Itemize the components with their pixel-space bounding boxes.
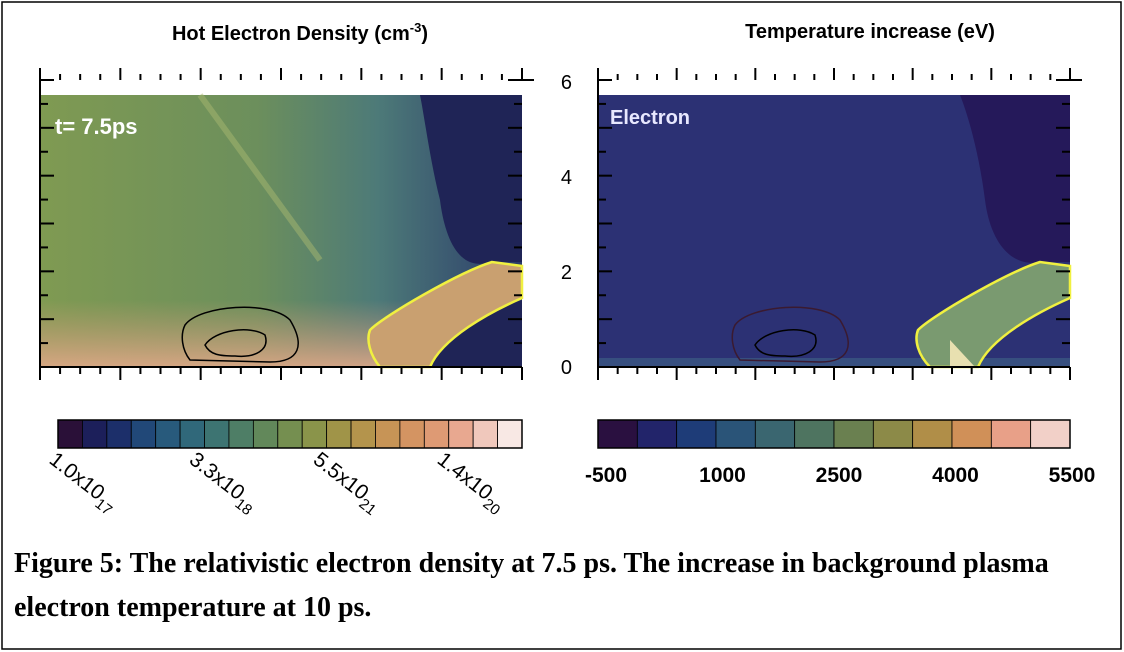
label-base: 5.5x10 <box>309 448 373 505</box>
label-exponent: 18 <box>232 495 256 519</box>
y-tick-label: 2 <box>561 262 572 284</box>
title-end: ) <box>421 23 428 45</box>
colorbar-cell <box>423 419 450 449</box>
colorbar-cell <box>1030 419 1071 449</box>
colorbar-cell <box>912 419 953 449</box>
colorbar-cell <box>57 419 83 449</box>
colorbar-cell <box>448 419 474 449</box>
colorbar-cell <box>636 419 678 449</box>
colorbar-cell <box>676 419 717 449</box>
colorbar-cell <box>715 419 756 449</box>
colorbar-label: 4000 <box>932 464 979 487</box>
colorbar-cell <box>252 419 279 449</box>
panel-title: Temperature increase (eV) <box>745 21 995 43</box>
colorbar-cell <box>82 419 108 449</box>
colorbar-cell <box>277 419 303 449</box>
y-tick-label: 4 <box>561 167 572 189</box>
colorbar-cell <box>951 419 992 449</box>
colorbar-cell <box>350 419 376 449</box>
axis-ticks <box>39 68 1082 380</box>
colorbar-cell <box>228 419 254 449</box>
label-base: 1.4x10 <box>433 448 497 505</box>
colorbar-label: 5500 <box>1049 464 1096 487</box>
colorbar-label: 1.4x1020 <box>430 448 510 519</box>
colorbar-label: 1000 <box>699 464 746 487</box>
colorbar-cell <box>179 419 205 449</box>
temperature-map <box>598 95 1072 369</box>
title-text: Hot Electron Density (cm <box>172 23 410 45</box>
colorbar-label: 1.0x1017 <box>42 448 122 519</box>
label-exponent: 20 <box>480 495 504 519</box>
colorbar-cell <box>204 419 230 449</box>
colorbar-cell <box>399 419 425 449</box>
label-exponent: 17 <box>92 495 116 519</box>
label-exponent: 21 <box>356 495 380 519</box>
colorbar-cell <box>130 419 157 449</box>
colorbar-label: 3.3x1018 <box>182 448 262 519</box>
density-map <box>40 93 524 369</box>
colorbar-cell <box>106 419 132 449</box>
label-base: 1.0x10 <box>45 448 109 505</box>
panel-title: Hot Electron Density (cm-3) <box>172 20 428 45</box>
colorbar-cell <box>375 419 401 449</box>
colorbar-cell <box>872 419 914 449</box>
colorbar-label: -500 <box>585 464 627 487</box>
label-base: 3.3x10 <box>185 448 249 505</box>
title-superscript: -3 <box>410 20 422 35</box>
colorbar-cell <box>597 419 638 449</box>
colorbar-cell <box>301 419 328 449</box>
y-tick-label: 6 <box>561 72 572 94</box>
panel-annotation: t= 7.5ps <box>55 114 138 139</box>
colorbar-cell <box>990 419 1032 449</box>
caption: Figure 5: The relativistic electron dens… <box>14 548 1049 623</box>
colorbars <box>57 419 1071 449</box>
colorbar-frame <box>597 419 1071 449</box>
colorbar-label: 2500 <box>816 464 863 487</box>
colorbar-cell <box>472 419 498 449</box>
colorbar-cell <box>497 419 523 449</box>
colorbar-cell <box>833 419 874 449</box>
colorbar-label: 5.5x1021 <box>306 448 386 519</box>
colorbar-cell <box>326 419 352 449</box>
colorbar-frame <box>57 419 523 449</box>
y-tick-label: 0 <box>561 357 572 379</box>
colorbar-cell <box>155 419 181 449</box>
panel-annotation: Electron <box>610 107 690 129</box>
colorbar-cell <box>794 419 835 449</box>
colorbar-cell <box>754 419 796 449</box>
